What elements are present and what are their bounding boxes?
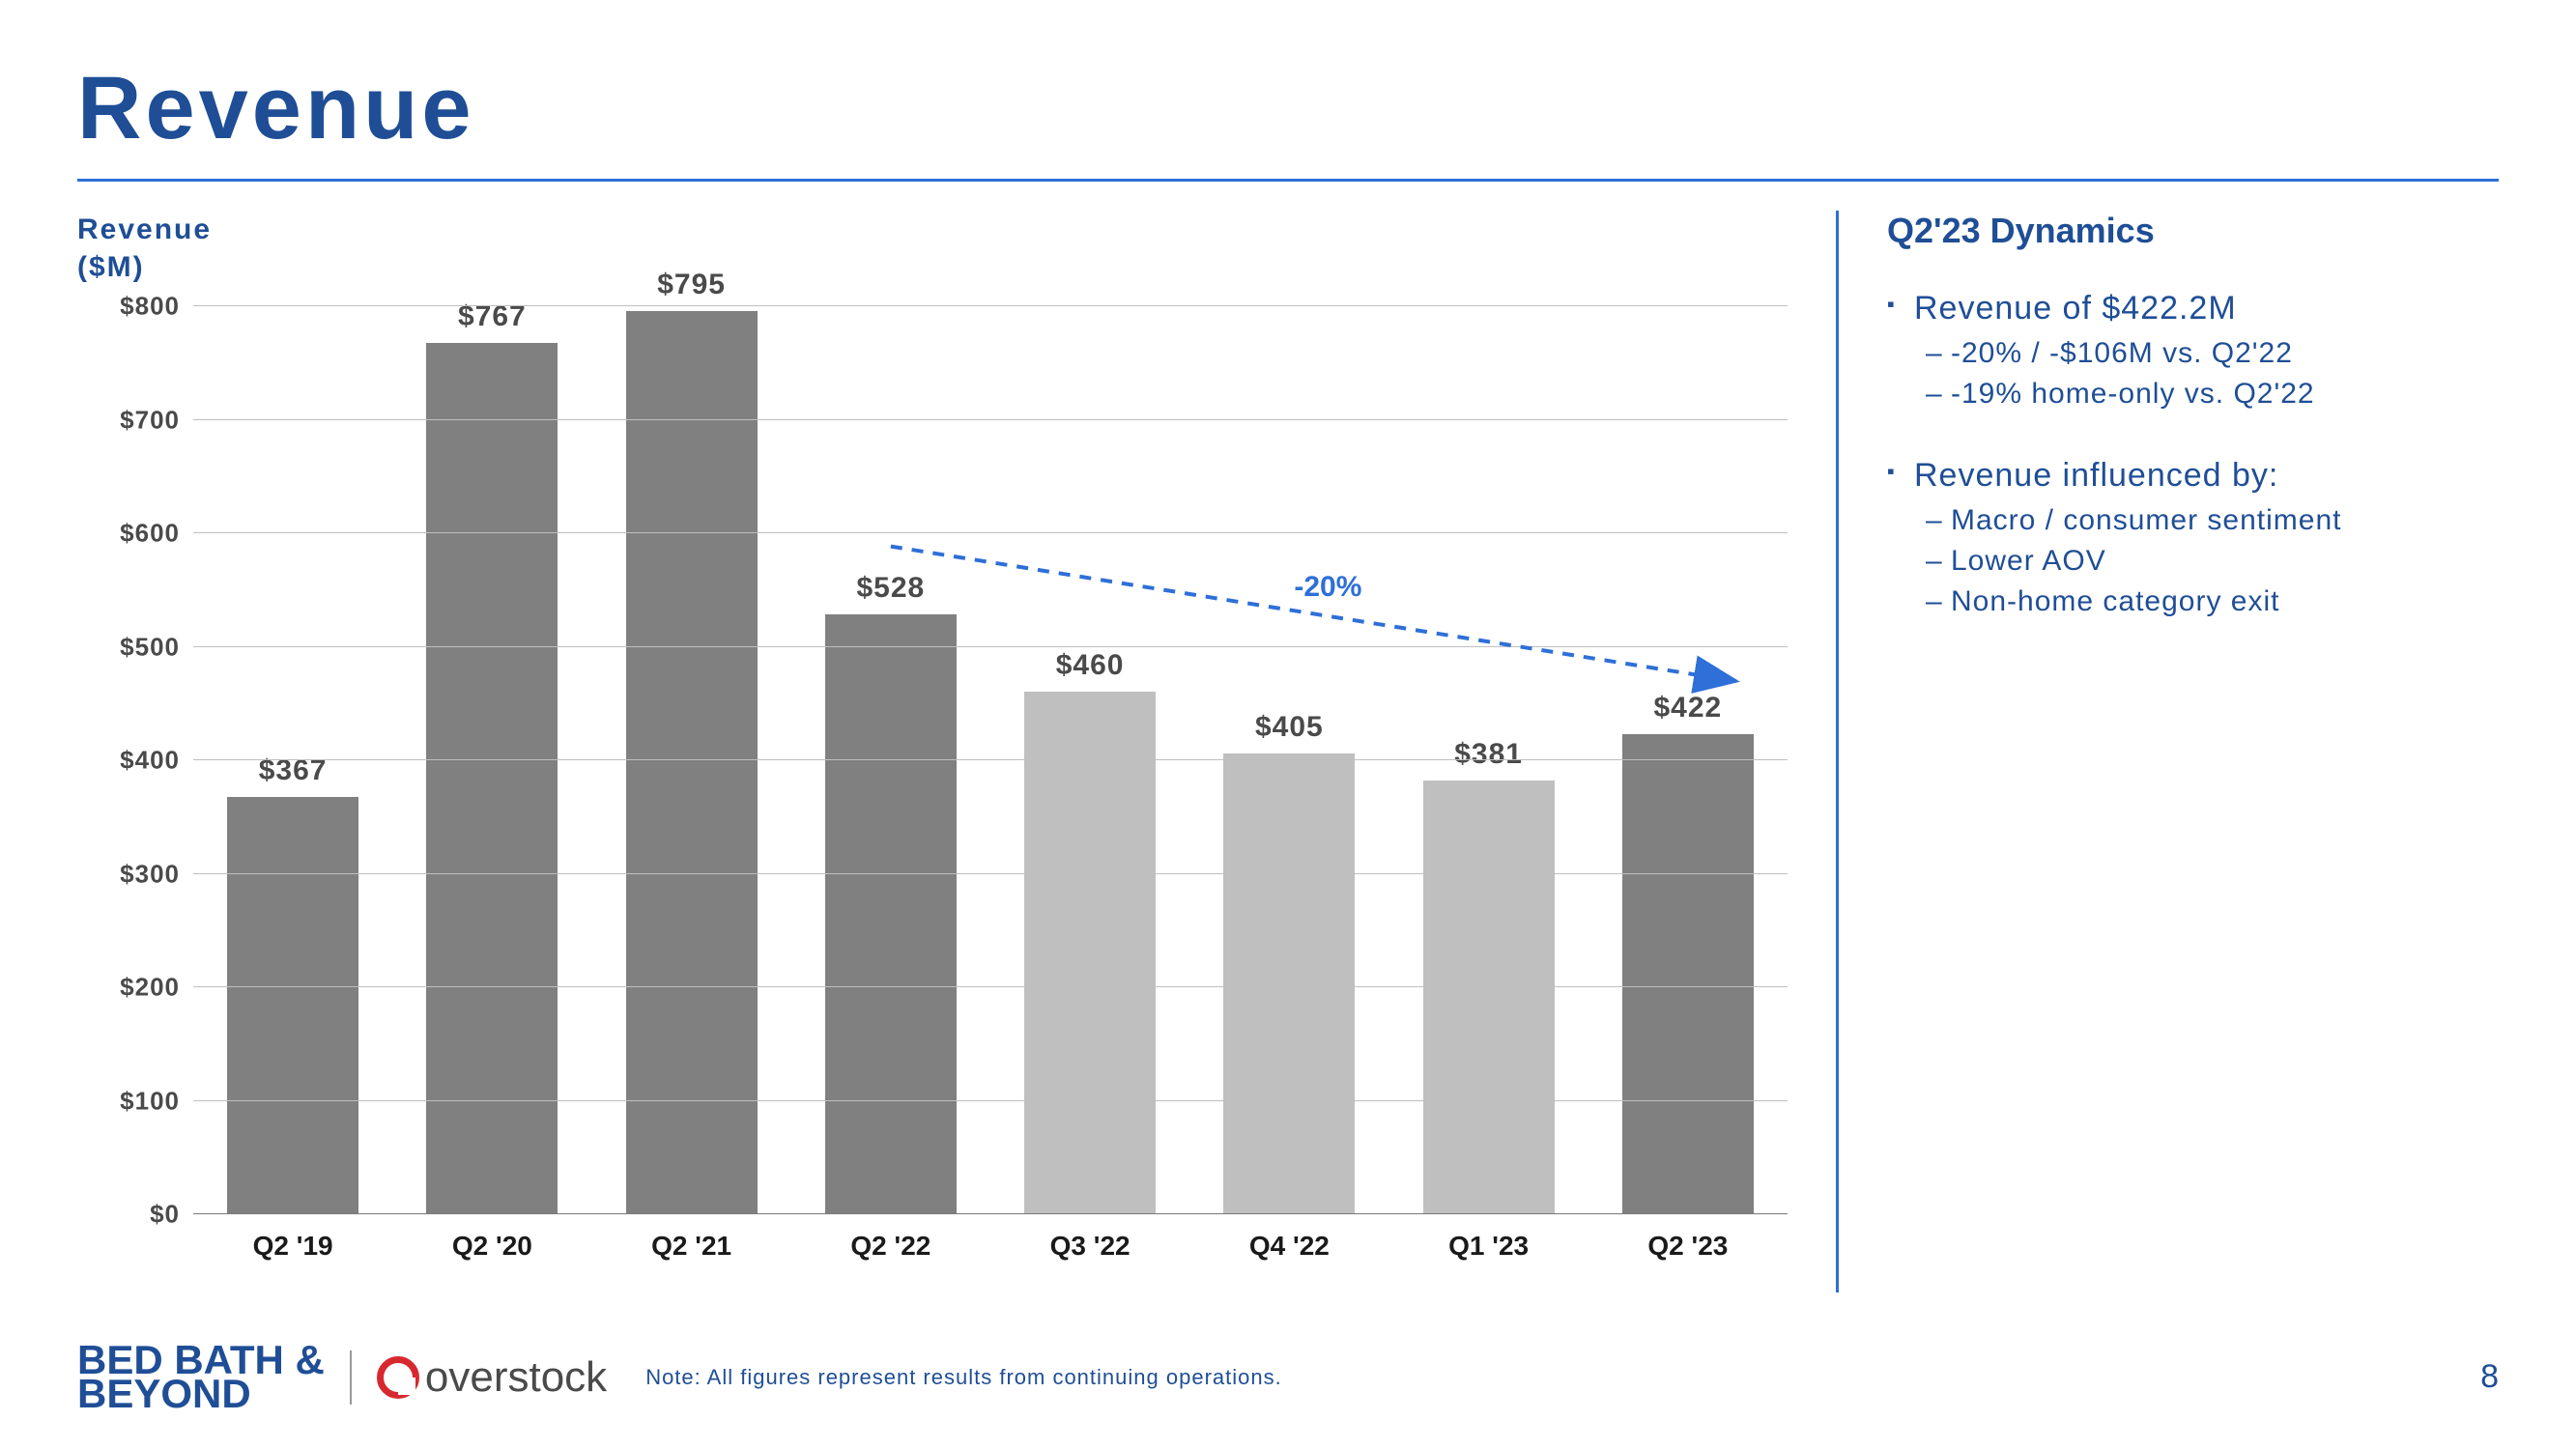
gridline: $200: [193, 986, 1788, 987]
bar: $405: [1223, 753, 1355, 1213]
gridline: $300: [193, 873, 1788, 874]
y-tick-label: $100: [120, 1086, 193, 1116]
y-tick-label: $200: [120, 973, 193, 1003]
bullet-level2: Non-home category exit: [1887, 585, 2499, 618]
footer-separator: [350, 1350, 352, 1405]
dynamics-panel: Q2'23 Dynamics Revenue of $422.2M -20% / …: [1836, 211, 2499, 1293]
x-tick-label: Q1 '23: [1389, 1223, 1589, 1271]
y-tick-label: $300: [120, 859, 193, 889]
x-tick-label: Q3 '22: [990, 1223, 1189, 1271]
bullet-level2: Lower AOV: [1887, 545, 2499, 578]
x-tick-label: Q2 '19: [193, 1223, 392, 1271]
dynamics-body: Revenue of $422.2M -20% / -$106M vs. Q2'2…: [1887, 290, 2499, 618]
y-tick-label: $600: [120, 519, 193, 549]
bar: $795: [626, 311, 758, 1213]
bar-value-label: $460: [1056, 649, 1125, 692]
footer-note: Note: All figures represent results from…: [645, 1365, 1282, 1390]
gridline: $0: [193, 1213, 1788, 1214]
y-tick-label: $700: [120, 405, 193, 435]
bullet-level2: Macro / consumer sentiment: [1887, 504, 2499, 537]
bar: $381: [1423, 781, 1555, 1213]
bullet-level1: Revenue influenced by:: [1887, 457, 2499, 495]
x-tick-label: Q2 '23: [1589, 1223, 1788, 1271]
x-tick-label: Q2 '20: [392, 1223, 591, 1271]
gridline: $400: [193, 759, 1788, 760]
trend-arrow-label: -20%: [1294, 571, 1361, 604]
slide-title: Revenue: [77, 58, 2499, 159]
bar-value-label: $767: [458, 300, 527, 343]
content-row: Revenue ($M) $367 $767 $795 $528 $460 $405 $38…: [77, 211, 2499, 1293]
overstock-ring-icon: [377, 1356, 419, 1399]
bar: $422: [1622, 734, 1754, 1213]
bar-value-label: $367: [259, 754, 328, 797]
chart-x-labels: Q2 '19Q2 '20Q2 '21Q2 '22Q3 '22Q4 '22Q1 '…: [193, 1223, 1788, 1271]
bar: $767: [426, 343, 558, 1213]
title-rule: [77, 179, 2499, 182]
x-tick-label: Q2 '22: [791, 1223, 990, 1271]
bar: $367: [227, 797, 358, 1213]
dynamics-heading: Q2'23 Dynamics: [1887, 211, 2499, 251]
chart-plot-area: $367$767$795$528$460$405$381$422 $0$100$…: [193, 305, 1788, 1213]
y-tick-label: $800: [120, 292, 193, 322]
bullet-level2: -19% home-only vs. Q2'22: [1887, 378, 2499, 411]
y-tick-label: $0: [150, 1200, 193, 1230]
chart-panel: Revenue ($M) $367 $767 $795 $528 $460 $405 $38…: [77, 211, 1836, 1293]
bar: $528: [825, 614, 957, 1213]
gridline: $100: [193, 1100, 1788, 1101]
bullet-level2: -20% / -$106M vs. Q2'22: [1887, 337, 2499, 370]
y-tick-label: $500: [120, 632, 193, 662]
gridline: $500: [193, 646, 1788, 647]
chart-wrap: $367$767$795$528$460$405$381$422 $0$100$…: [77, 305, 1807, 1271]
overstock-text: overstock: [425, 1353, 607, 1402]
bar-value-label: $405: [1255, 711, 1324, 753]
x-tick-label: Q2 '21: [592, 1223, 791, 1271]
gridline: $800: [193, 305, 1788, 306]
footer: BED BATH & BEYOND overstock Note: All fi…: [77, 1344, 2499, 1410]
bbb-logo: BED BATH & BEYOND: [77, 1344, 325, 1410]
bar-value-label: $528: [857, 572, 926, 614]
page-number: 8: [2480, 1358, 2499, 1396]
gridline: $700: [193, 419, 1788, 420]
bar-value-label: $422: [1654, 692, 1723, 734]
chart-ytitle-1: Revenue: [77, 213, 212, 245]
bar: $460: [1024, 692, 1156, 1214]
bullet-level1: Revenue of $422.2M: [1887, 290, 2499, 327]
x-tick-label: Q4 '22: [1189, 1223, 1388, 1271]
chart-ytitle-2: ($M): [77, 251, 145, 283]
y-tick-label: $400: [120, 746, 193, 776]
gridline: $600: [193, 532, 1788, 533]
chart-axis-title: Revenue ($M): [77, 211, 1807, 286]
overstock-logo: overstock: [377, 1353, 607, 1402]
